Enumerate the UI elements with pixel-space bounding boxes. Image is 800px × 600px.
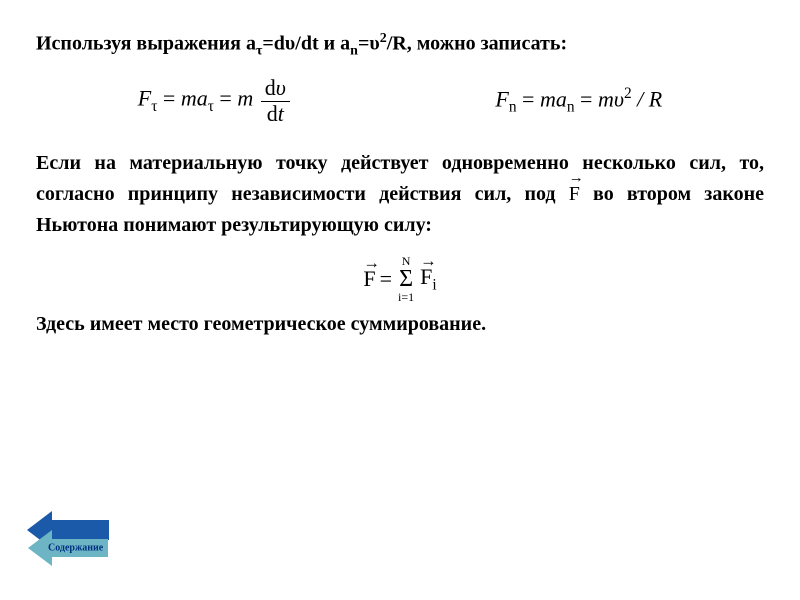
f3-F-right: F xyxy=(420,264,432,290)
f1-t: t xyxy=(278,101,284,126)
sum-sigma: Σ xyxy=(399,267,413,291)
f2-ups: υ xyxy=(614,87,624,112)
contents-nav-button[interactable]: Содержание xyxy=(28,530,52,566)
f2-m2: m xyxy=(598,87,614,112)
f1-a: a xyxy=(197,86,208,111)
f1-fraction: dυ dt xyxy=(261,76,290,125)
f1-ups: υ xyxy=(276,75,286,100)
f2-eq2: = xyxy=(575,87,598,112)
p1-text-a: Используя выражения a xyxy=(36,33,256,55)
p1-text-b: =dυ/dt и a xyxy=(262,33,350,55)
sum-upper: N xyxy=(402,255,411,267)
paragraph-1: Используя выражения aτ=dυ/dt и an=υ2/R, … xyxy=(36,28,764,62)
f2-sup2: 2 xyxy=(624,85,632,102)
paragraph-3: Здесь имеет место геометрическое суммиро… xyxy=(36,309,764,340)
f3-F-right-wrap: Fi xyxy=(420,264,437,294)
p1-text-c: =υ xyxy=(358,33,380,55)
f1-d1: d xyxy=(265,75,276,100)
formula-tangential: Fτ = maτ = m dυ dt xyxy=(138,76,292,125)
f2-m1: m xyxy=(540,87,556,112)
p1-sub-n: n xyxy=(350,44,358,59)
f1-eq2: = xyxy=(214,86,237,111)
sum-symbol: N Σ i=1 xyxy=(398,255,414,303)
formula-resultant: F = N Σ i=1 Fi xyxy=(36,255,764,303)
f2-eq1: = xyxy=(517,87,540,112)
f1-eq1: = xyxy=(157,86,180,111)
f1-F: F xyxy=(138,86,151,111)
f2-n1: n xyxy=(509,99,517,116)
p1-sup-2: 2 xyxy=(380,31,387,46)
f3-eq: = xyxy=(380,266,392,292)
f1-m2: m xyxy=(237,86,253,111)
paragraph-2: Если на материальную точку действует одн… xyxy=(36,148,764,241)
formula-normal: Fn = man = mυ2 / R xyxy=(495,85,662,117)
f2-n2: n xyxy=(567,99,575,116)
f1-m1: m xyxy=(181,86,197,111)
contents-nav-label: Содержание xyxy=(48,543,103,554)
f3-sub-i: i xyxy=(432,276,436,293)
f2-a: a xyxy=(556,87,567,112)
p1-text-d: /R, можно записать: xyxy=(387,33,567,55)
p2-F-vector: F xyxy=(569,179,580,210)
sum-lower: i=1 xyxy=(398,291,414,303)
f3-F-left: F xyxy=(363,266,375,292)
f1-d2: d xyxy=(267,101,278,126)
f2-slashR: / R xyxy=(632,87,663,112)
formula-row-1: Fτ = maτ = m dυ dt Fn = man = mυ2 / R xyxy=(36,76,764,125)
f2-F: F xyxy=(495,87,508,112)
